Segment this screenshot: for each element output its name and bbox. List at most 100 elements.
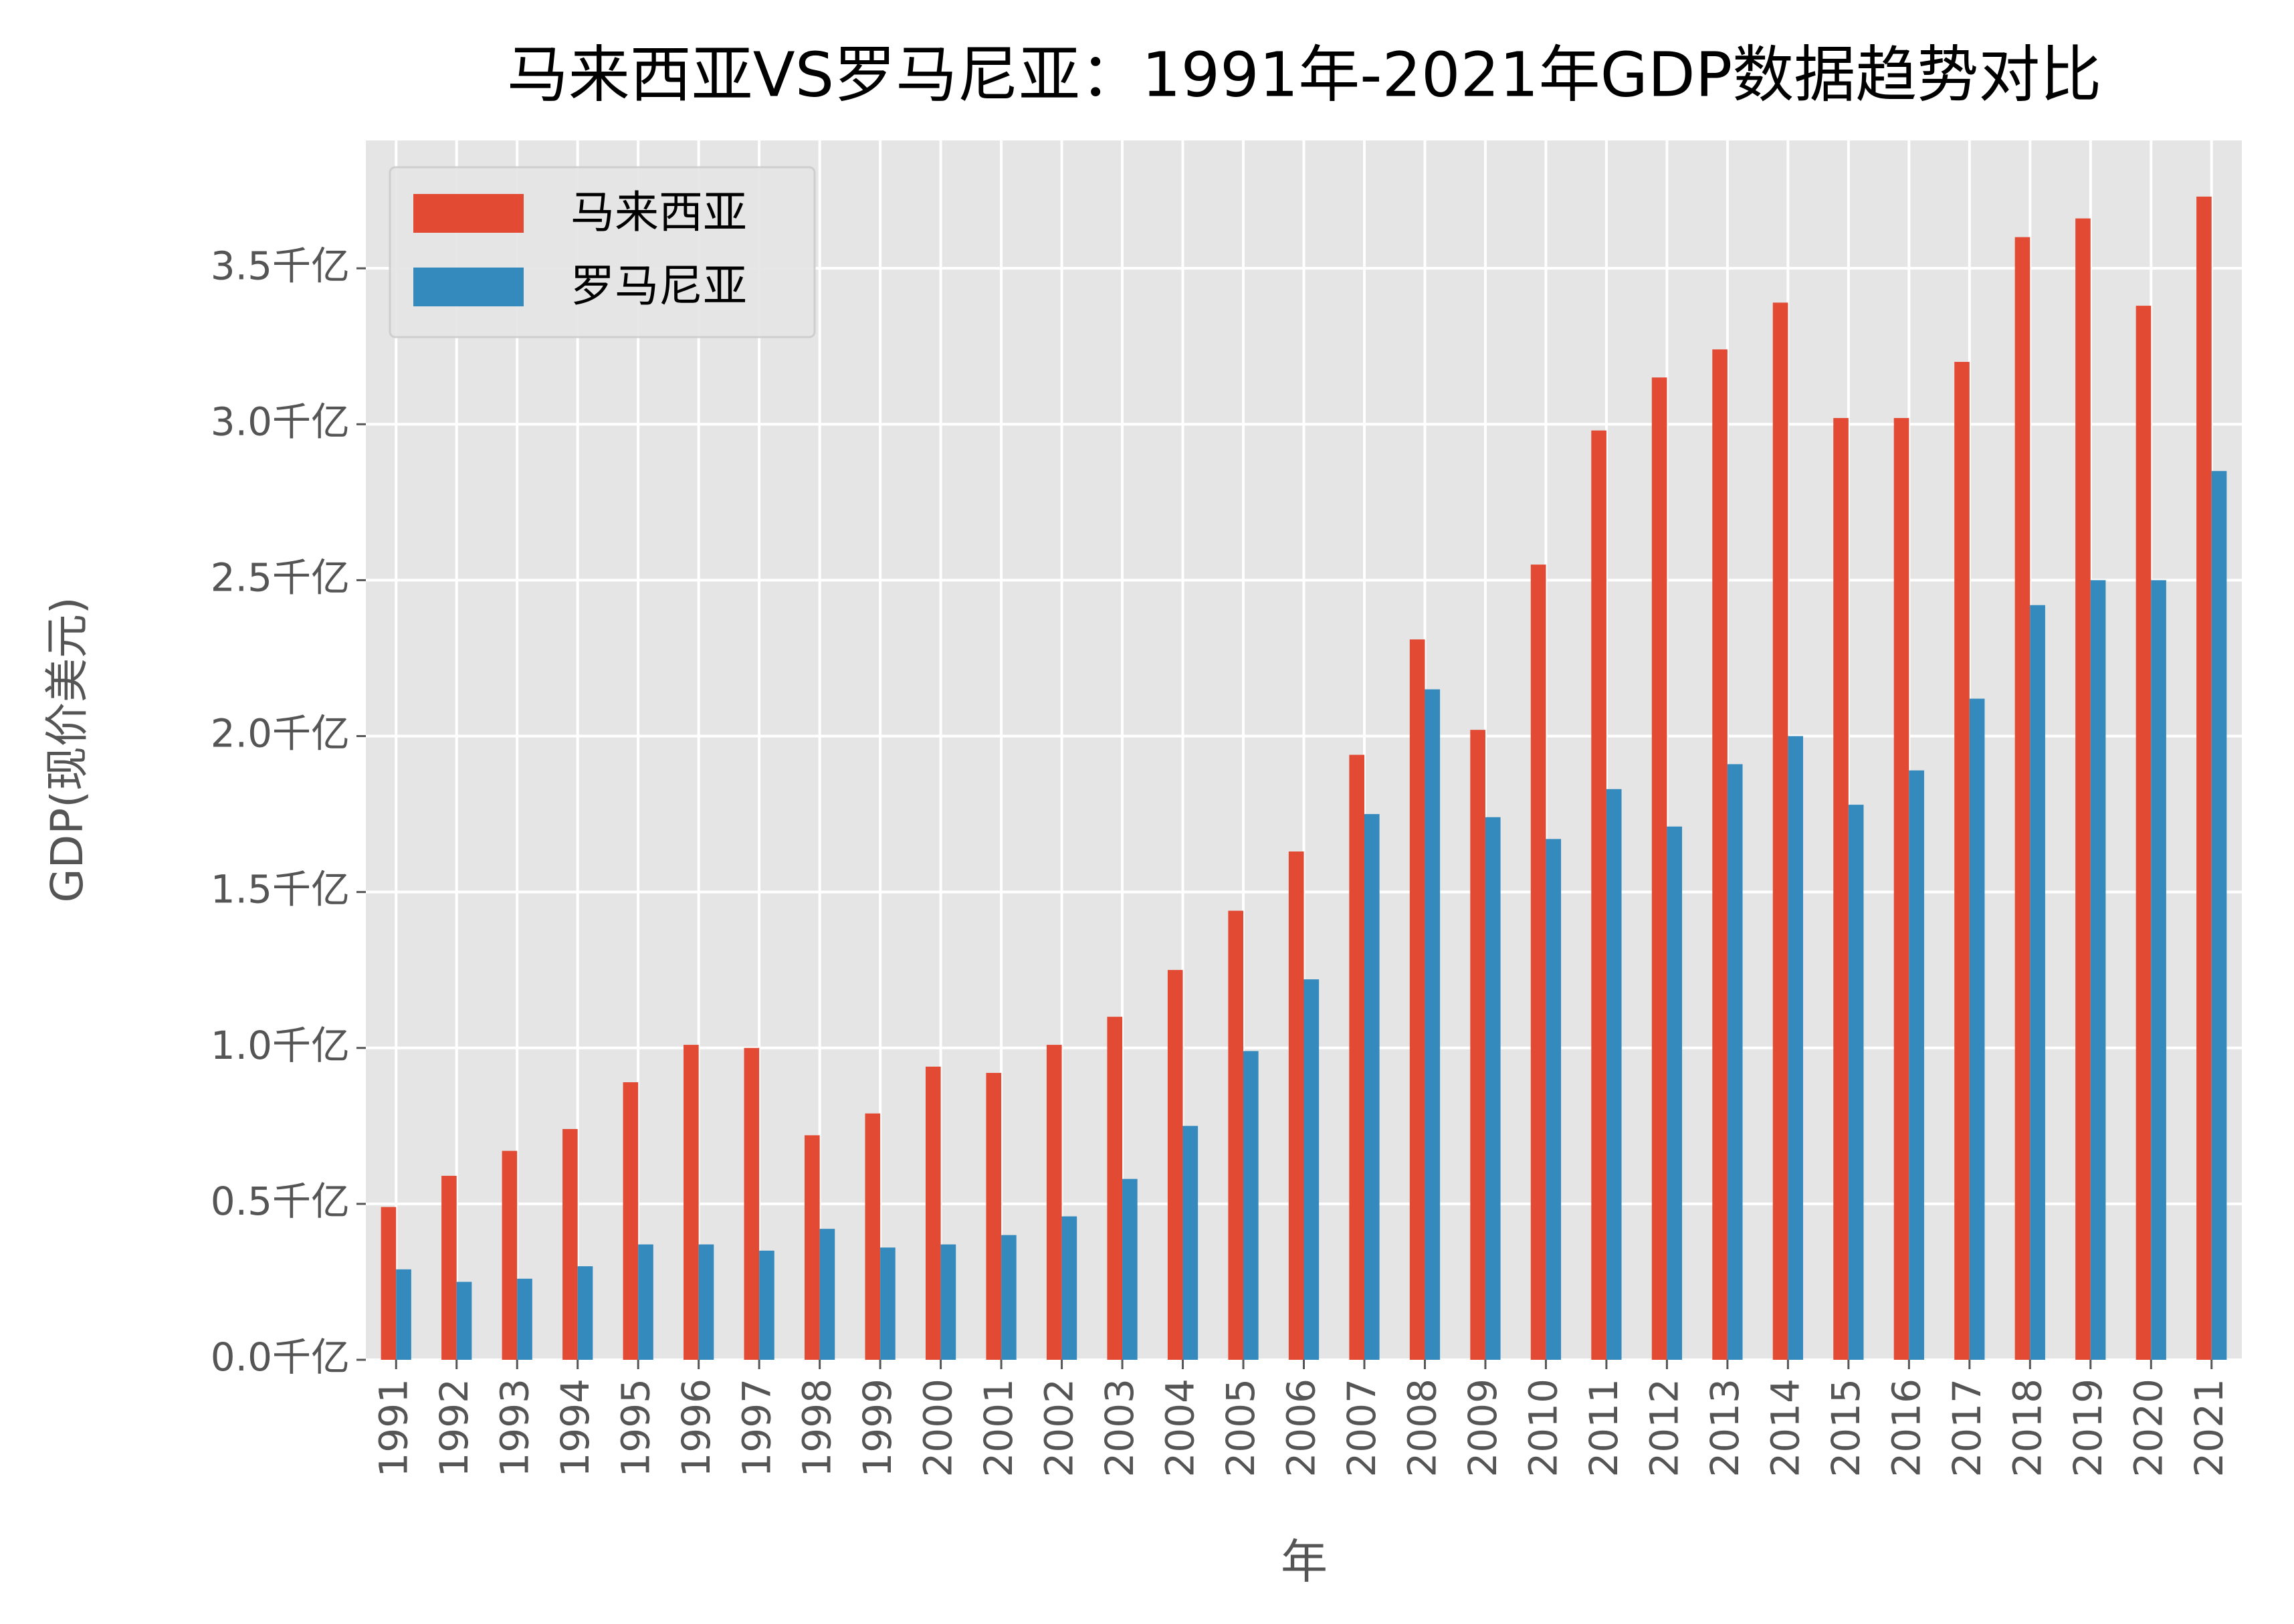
bar <box>1364 814 1380 1360</box>
x-tick-label: 2006 <box>1279 1379 1324 1478</box>
x-axis-label: 年 <box>1281 1534 1328 1589</box>
bar <box>1425 689 1441 1360</box>
bar <box>2135 306 2152 1360</box>
bar <box>1727 764 1743 1360</box>
x-tick-label: 2018 <box>2004 1379 2050 1478</box>
y-tick-label: 3.0千亿 <box>211 399 350 444</box>
bar <box>1001 1235 1017 1360</box>
bar <box>1243 1051 1259 1360</box>
bar <box>1046 1045 1062 1360</box>
bar <box>1712 349 1728 1360</box>
x-tick-label: 2019 <box>2065 1379 2111 1478</box>
bar <box>1107 1017 1123 1360</box>
bar <box>1349 754 1364 1360</box>
bar <box>638 1244 653 1360</box>
x-tick-label: 2002 <box>1037 1379 1082 1478</box>
y-tick-label: 2.0千亿 <box>211 711 350 756</box>
bar <box>698 1244 714 1360</box>
y-tick-label: 0.0千亿 <box>211 1334 350 1380</box>
x-tick-label: 1998 <box>795 1379 840 1478</box>
bar <box>865 1113 881 1360</box>
x-tick-label: 2012 <box>1642 1379 1687 1478</box>
bar <box>1909 770 1924 1360</box>
y-tick-label: 0.5千亿 <box>211 1179 350 1224</box>
x-tick-label: 2007 <box>1339 1379 1384 1478</box>
bar <box>1667 826 1683 1360</box>
x-tick-label: 1993 <box>492 1379 537 1478</box>
bar <box>1061 1216 1077 1360</box>
bar <box>577 1266 593 1360</box>
bar <box>819 1229 835 1360</box>
bar <box>562 1128 578 1360</box>
bar <box>2151 580 2166 1360</box>
bar <box>1409 639 1425 1360</box>
bar <box>1848 805 1864 1360</box>
x-tick-label: 2011 <box>1581 1379 1627 1478</box>
bar <box>1969 698 1985 1360</box>
legend-label: 马来西亚 <box>570 187 747 238</box>
x-tick-label: 2003 <box>1097 1379 1142 1478</box>
x-tick-label: 2020 <box>2125 1379 2171 1478</box>
bar <box>1546 839 1562 1360</box>
bar <box>1606 789 1622 1360</box>
x-tick-label: 2016 <box>1883 1379 1929 1478</box>
bar <box>744 1047 760 1360</box>
chart-title: 马来西亚VS罗马尼亚：1991年-2021年GDP数据趋势对比 <box>507 39 2101 110</box>
bar <box>986 1073 1002 1360</box>
bar <box>2090 580 2106 1360</box>
bar <box>2014 237 2030 1360</box>
x-tick-label: 2009 <box>1460 1379 1505 1478</box>
y-tick-label: 3.5千亿 <box>211 243 350 288</box>
x-tick-label: 2014 <box>1762 1379 1808 1478</box>
bar <box>759 1250 774 1360</box>
bar <box>441 1175 457 1360</box>
x-tick-label: 1997 <box>734 1379 779 1478</box>
legend-swatch <box>413 268 524 306</box>
bar <box>1954 362 1970 1360</box>
bar <box>1893 417 1909 1360</box>
bar <box>1182 1126 1198 1360</box>
x-tick-label: 1991 <box>371 1379 416 1478</box>
bar <box>1788 736 1803 1360</box>
y-axis-label: GDP(现价美元) <box>41 597 93 902</box>
bar <box>1485 817 1501 1360</box>
x-tick-label: 2004 <box>1158 1379 1203 1478</box>
bar <box>1591 430 1606 1360</box>
bar <box>1833 417 1849 1360</box>
y-tick-label: 1.5千亿 <box>211 867 350 912</box>
bar <box>1772 302 1788 1360</box>
bar <box>1470 730 1485 1360</box>
x-tick-label: 2017 <box>1944 1379 1990 1478</box>
x-tick-label: 2015 <box>1823 1379 1869 1478</box>
legend-label: 罗马尼亚 <box>570 260 747 312</box>
legend-swatch <box>413 194 524 233</box>
bar <box>623 1082 639 1360</box>
bar <box>502 1150 518 1360</box>
bar <box>684 1045 699 1360</box>
x-tick-label: 2013 <box>1702 1379 1748 1478</box>
bar <box>805 1135 820 1360</box>
bar <box>1651 377 1667 1360</box>
x-tick-label: 1992 <box>431 1379 477 1478</box>
bar <box>2211 471 2227 1360</box>
bar <box>381 1207 397 1360</box>
x-tick-label: 2010 <box>1521 1379 1566 1478</box>
bar <box>940 1244 956 1360</box>
bar <box>456 1282 472 1360</box>
bar <box>1288 851 1304 1360</box>
x-tick-label: 2000 <box>916 1379 961 1478</box>
bar <box>925 1066 941 1360</box>
bar <box>1122 1179 1138 1360</box>
x-tick-label: 2001 <box>976 1379 1021 1478</box>
bar <box>1167 970 1183 1360</box>
x-tick-label: 1994 <box>552 1379 598 1478</box>
y-tick-label: 2.5千亿 <box>211 555 350 601</box>
y-tick-label: 1.0千亿 <box>211 1023 350 1068</box>
bar <box>2196 196 2212 1360</box>
x-tick-label: 1999 <box>855 1379 900 1478</box>
bar <box>880 1247 896 1360</box>
x-tick-label: 2008 <box>1400 1379 1445 1478</box>
x-tick-label: 2005 <box>1218 1379 1263 1478</box>
x-tick-label: 2021 <box>2186 1379 2232 1478</box>
